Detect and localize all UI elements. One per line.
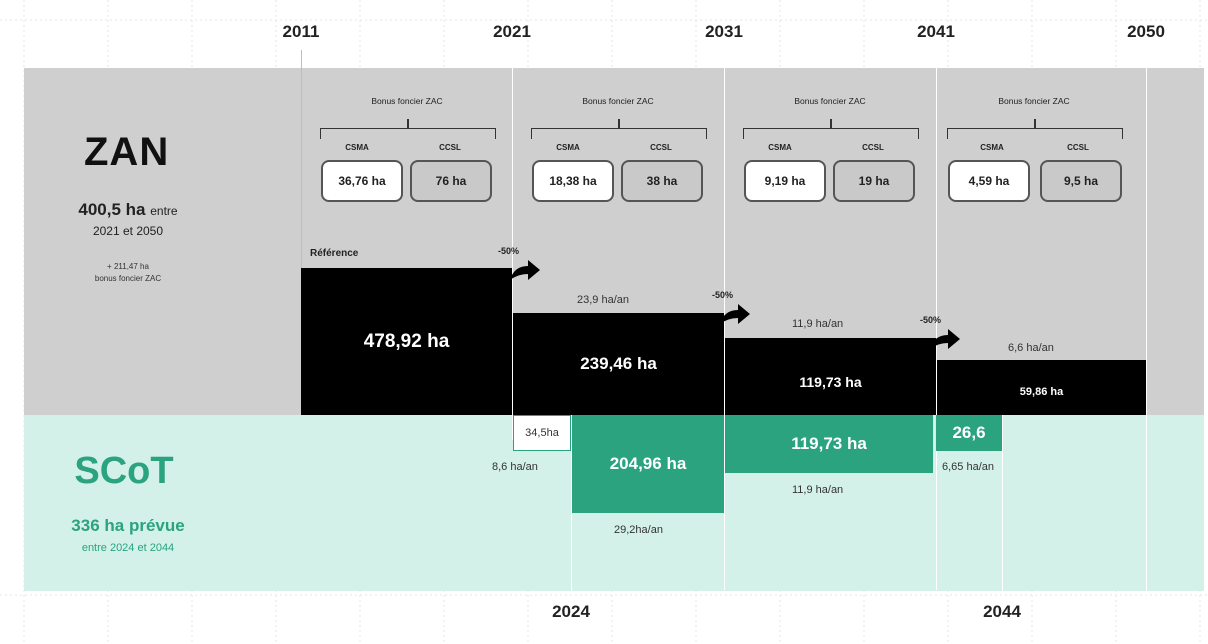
zan-rate-2021-2031: 23,9 ha/an [577,294,629,306]
bracket-tick-2 [618,119,620,129]
reduction-arrow-icon [930,329,960,349]
bracket-tick-4 [1034,119,1036,129]
zan-block-2041-2050: 59,86 ha [937,360,1146,415]
reduction-arrow-icon [720,304,750,324]
ccsl-label-2: CCSL [650,143,672,152]
reference-label: Référence [310,248,359,259]
year-label-2024: 2024 [552,602,590,621]
bracket-2 [531,128,707,139]
csma-value-box-4: 4,59 ha [948,160,1030,202]
bonus-title-3: Bonus foncier ZAC [794,96,866,106]
zan-range: 2021 et 2050 [92,224,164,238]
ccsl-label-4: CCSL [1067,143,1089,152]
ccsl-value-box-2: 38 ha [621,160,703,202]
csma-label-2: CSMA [556,143,580,152]
bonus-title-4: Bonus foncier ZAC [998,96,1070,106]
zan-bonus-amount: + 211,47 ha [107,262,149,271]
scot-rate-2021-2024: 8,6 ha/an [492,461,538,473]
scot-block-2021-2024: 34,5ha [513,415,571,451]
scot-block-2024-2031: 204,96 ha [572,415,724,513]
ccsl-value-box-3: 19 ha [833,160,915,202]
scot-total: 336 ha prévue [71,516,185,535]
bonus-title-1: Bonus foncier ZAC [371,96,443,106]
csma-value-box-2: 18,38 ha [532,160,614,202]
scot-rate-2024-2031: 29,2ha/an [614,524,663,536]
csma-label-1: CSMA [345,143,369,152]
bracket-3 [743,128,919,139]
year-label-2021: 2021 [493,22,531,41]
reduction-label-2031: -50% [712,290,734,300]
scot-title: SCoT [74,450,174,492]
zan-block-2031-2041: 119,73 ha [725,338,936,415]
ccsl-label-3: CCSL [862,143,884,152]
reduction-arrow-icon [510,260,540,280]
bonus-title-2: Bonus foncier ZAC [582,96,654,106]
year-label-2044: 2044 [983,602,1021,621]
scot-range: entre 2024 et 2044 [81,542,175,554]
zan-rate-2041-2050: 6,6 ha/an [1008,342,1054,354]
zan-title: ZAN [84,130,170,174]
zan-total: 400,5 ha entre [78,200,178,219]
ccsl-label-1: CCSL [439,143,461,152]
csma-label-4: CSMA [980,143,1004,152]
year-line-2011 [301,50,302,415]
zan-block-2021-2031: 239,46 ha [513,313,724,415]
year-line-2044 [1002,415,1003,595]
year-line-2050 [1146,50,1147,595]
year-label-2041: 2041 [917,22,955,41]
ccsl-value-box-1: 76 ha [410,160,492,202]
year-label-2031: 2031 [705,22,743,41]
bracket-tick-1 [407,119,409,129]
year-line-2021 [512,50,513,440]
year-line-2041 [936,50,937,590]
year-label-2011: 2011 [282,22,320,41]
scot-block-2041-2044: 26,6 [936,415,1002,451]
bracket-1 [320,128,496,139]
csma-value-box-1: 36,76 ha [321,160,403,202]
year-line-2024 [571,415,572,595]
ccsl-value-box-4: 9,5 ha [1040,160,1122,202]
zan-rate-2031-2041: 11,9 ha/an [792,318,844,330]
reduction-label-2041: -50% [920,315,942,325]
bracket-4 [947,128,1123,139]
scot-block-2031-2041: 119,73 ha [725,415,933,473]
reduction-label-2021: -50% [498,246,520,256]
scot-rate-2031-2041: 11,9 ha/an [792,484,844,496]
year-label-2050: 2050 [1127,22,1165,41]
zan-bonus-label: bonus foncier ZAC [94,274,162,283]
csma-label-3: CSMA [768,143,792,152]
zan-block-2011-2021: 478,92 ha [301,268,512,415]
csma-value-box-3: 9,19 ha [744,160,826,202]
scot-rate-2041-2044: 6,65 ha/an [942,461,994,473]
bracket-tick-3 [830,119,832,129]
